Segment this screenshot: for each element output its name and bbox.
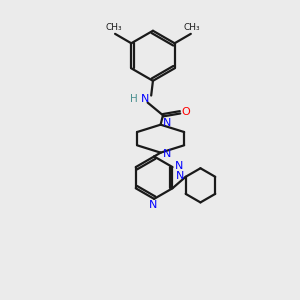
Text: H: H xyxy=(130,94,138,104)
Text: N: N xyxy=(163,118,171,128)
Text: N: N xyxy=(176,171,184,181)
Text: O: O xyxy=(182,107,190,117)
Text: CH₃: CH₃ xyxy=(184,23,201,32)
Text: N: N xyxy=(141,94,149,104)
Text: N: N xyxy=(175,161,183,171)
Text: CH₃: CH₃ xyxy=(105,23,122,32)
Text: N: N xyxy=(149,200,158,210)
Text: N: N xyxy=(163,149,171,159)
